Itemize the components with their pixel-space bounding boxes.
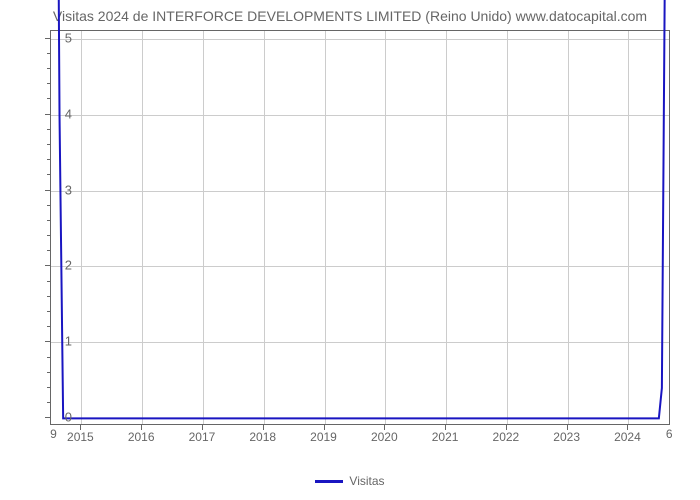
start-value-label: 9 [50, 427, 57, 441]
x-tick-label: 2015 [67, 430, 94, 444]
legend: Visitas [0, 474, 700, 488]
y-tick-label: 4 [32, 106, 72, 121]
chart-title: Visitas 2024 de INTERFORCE DEVELOPMENTS … [0, 0, 700, 24]
y-tick-label: 2 [32, 258, 72, 273]
line-series-svg [51, 31, 671, 426]
visitas-line [57, 0, 665, 418]
x-tick-label: 2017 [189, 430, 216, 444]
y-tick-label: 5 [32, 30, 72, 45]
x-tick-label: 2023 [553, 430, 580, 444]
chart-container: Visitas 2024 de INTERFORCE DEVELOPMENTS … [0, 0, 700, 500]
legend-label: Visitas [349, 474, 384, 488]
legend-swatch [315, 480, 343, 483]
x-tick-label: 2022 [493, 430, 520, 444]
x-tick-label: 2018 [249, 430, 276, 444]
x-tick-label: 2021 [432, 430, 459, 444]
y-tick-label: 3 [32, 182, 72, 197]
plot-region [50, 30, 670, 425]
end-value-label: 6 [666, 427, 673, 441]
y-tick-label: 0 [32, 410, 72, 425]
chart-area: 2015201620172018201920202021202220232024… [50, 30, 670, 425]
x-tick-label: 2016 [128, 430, 155, 444]
y-tick-label: 1 [32, 334, 72, 349]
x-tick-label: 2024 [614, 430, 641, 444]
x-tick-label: 2020 [371, 430, 398, 444]
x-tick-label: 2019 [310, 430, 337, 444]
